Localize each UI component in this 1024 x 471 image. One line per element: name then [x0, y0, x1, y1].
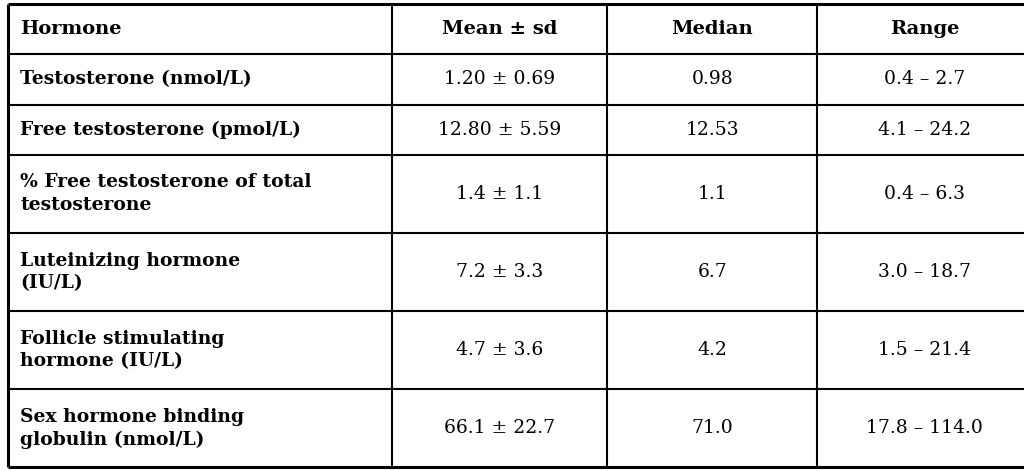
Text: 1.1: 1.1 [697, 185, 727, 203]
Text: 71.0: 71.0 [691, 419, 733, 437]
Text: 0.98: 0.98 [691, 70, 733, 89]
Text: Median: Median [672, 20, 753, 38]
Text: 0.4 – 2.7: 0.4 – 2.7 [884, 70, 966, 89]
Text: Range: Range [890, 20, 959, 38]
Text: Hormone: Hormone [20, 20, 122, 38]
Text: Follicle stimulating
hormone (IU/L): Follicle stimulating hormone (IU/L) [20, 330, 225, 371]
Text: 7.2 ± 3.3: 7.2 ± 3.3 [456, 263, 544, 281]
Text: 4.7 ± 3.6: 4.7 ± 3.6 [456, 341, 544, 359]
Text: 17.8 – 114.0: 17.8 – 114.0 [866, 419, 983, 437]
Text: 1.4 ± 1.1: 1.4 ± 1.1 [456, 185, 544, 203]
Text: % Free testosterone of total
testosterone: % Free testosterone of total testosteron… [20, 173, 312, 214]
Text: 12.80 ± 5.59: 12.80 ± 5.59 [438, 121, 561, 138]
Text: 0.4 – 6.3: 0.4 – 6.3 [884, 185, 966, 203]
Text: 4.1 – 24.2: 4.1 – 24.2 [879, 121, 971, 138]
Text: 1.20 ± 0.69: 1.20 ± 0.69 [444, 70, 555, 89]
Text: Sex hormone binding
globulin (nmol/L): Sex hormone binding globulin (nmol/L) [20, 407, 245, 449]
Text: Mean ± sd: Mean ± sd [442, 20, 557, 38]
Text: 66.1 ± 22.7: 66.1 ± 22.7 [444, 419, 555, 437]
Text: 3.0 – 18.7: 3.0 – 18.7 [879, 263, 971, 281]
Text: Testosterone (nmol/L): Testosterone (nmol/L) [20, 70, 252, 89]
Text: 4.2: 4.2 [697, 341, 727, 359]
Text: 1.5 – 21.4: 1.5 – 21.4 [879, 341, 971, 359]
Text: Free testosterone (pmol/L): Free testosterone (pmol/L) [20, 121, 301, 139]
Text: Luteinizing hormone
(IU/L): Luteinizing hormone (IU/L) [20, 252, 241, 292]
Text: 6.7: 6.7 [697, 263, 727, 281]
Text: 12.53: 12.53 [685, 121, 739, 138]
